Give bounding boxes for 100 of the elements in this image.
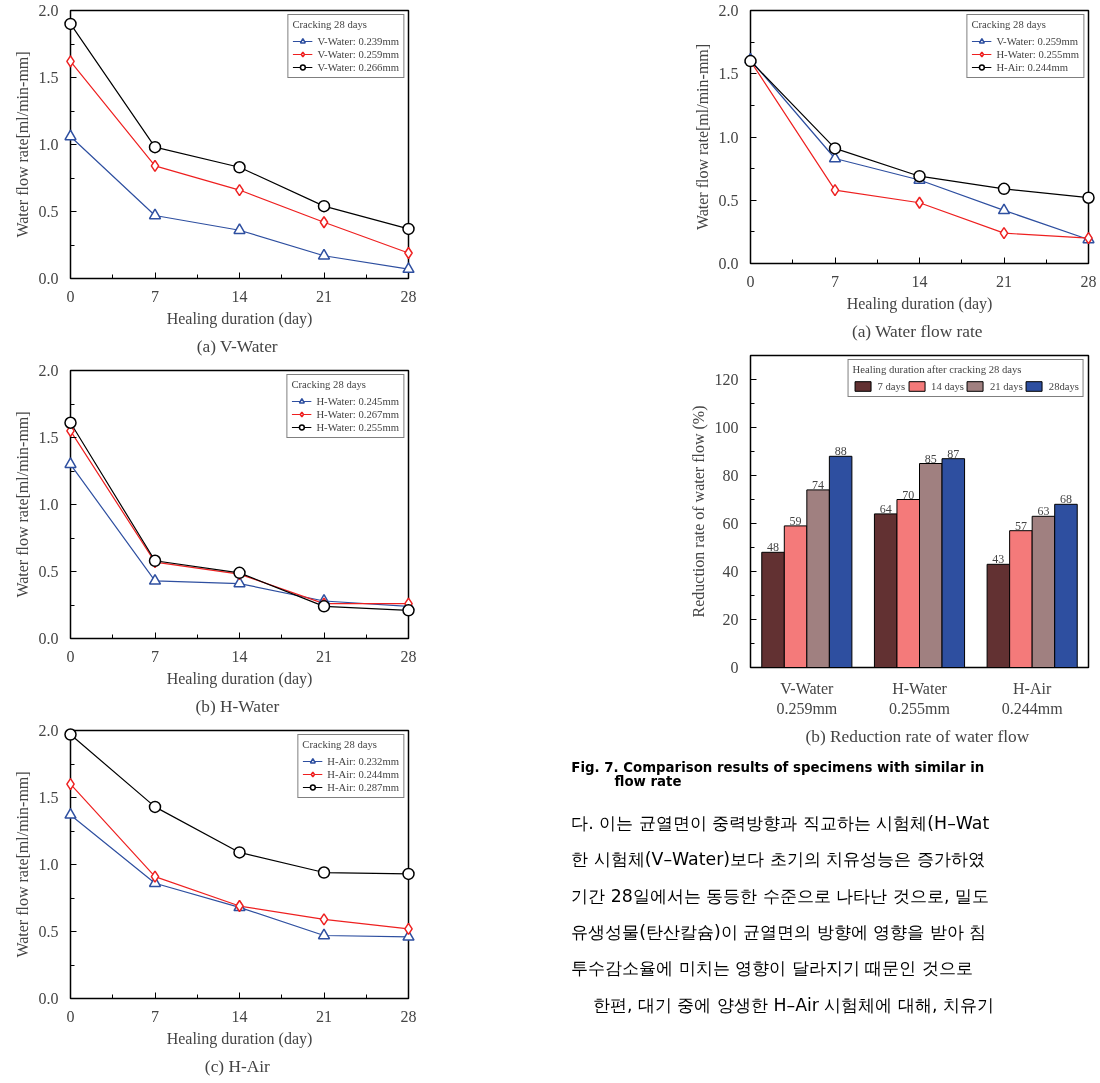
legend-label: V-Water: 0.266mm [317, 61, 399, 73]
x-tick-label: H-Water 0.255mm [889, 679, 951, 717]
y-tick-label: 1.5 [38, 429, 59, 446]
legend-label: 14 days [931, 380, 964, 392]
y-tick-label: 2.0 [38, 362, 59, 379]
y-tick-label: 0.5 [718, 191, 739, 209]
legend-label: H-Air: 0.232mm [327, 755, 399, 767]
y-tick-label: 0.0 [38, 990, 59, 1007]
x-tick-label: V-Water 0.259mm [776, 679, 838, 717]
text: (a) Water flow rate [851, 321, 983, 341]
y-tick-label: 1.0 [38, 856, 59, 873]
x-tick-label: 14 [231, 1007, 248, 1025]
legend-title: Healing duration after cracking 28 days [852, 364, 1023, 375]
data-label: 85 [924, 451, 937, 466]
text: flow rate [614, 774, 682, 790]
y-tick-label: 2.0 [38, 2, 59, 19]
y-tick-label: 120 [714, 371, 739, 388]
data-label: 70 [902, 487, 915, 502]
x-tick-label: 0 [746, 272, 755, 290]
data-label: 74 [812, 477, 825, 492]
y-tick-label: 80 [722, 467, 739, 484]
y-tick-label: 40 [722, 563, 739, 580]
y-tick-label: 1.5 [38, 789, 59, 806]
y-tick-label: 0.0 [718, 255, 739, 272]
data-label: 64 [879, 501, 892, 516]
y-tick-label: 100 [714, 419, 739, 436]
x-tick-label: 7 [151, 1007, 159, 1025]
caption: Fig. 7. Comparison results of specimens with similar in [571, 759, 985, 775]
text: 한 시험체(V–Water)보다 초기의 치유성능은 증가하였 [571, 849, 985, 870]
legend-title: Cracking 28 days [292, 19, 368, 30]
y-tick-label: 0.0 [38, 630, 59, 647]
legend-label: H-Air: 0.244mm [996, 61, 1069, 73]
text: (b) H-Water [195, 696, 280, 716]
x-tick-label: 28 [1080, 272, 1097, 290]
y-axis-title: Water flow rate[ml/min-mm] [13, 411, 31, 598]
legend-label: H-Air: 0.287mm [327, 781, 399, 793]
text: 유생성물(탄산칼슘)이 균열면의 방향에 영향을 받아 침 [571, 922, 987, 942]
y-axis-title: Water flow rate[ml/min-mm] [13, 51, 31, 238]
legend-label: 21 days [989, 380, 1023, 392]
data-label: 88 [834, 444, 847, 459]
legend-title: Cracking 28 days [971, 19, 1047, 30]
y-axis-title: Water flow rate[ml/min-mm] [13, 771, 31, 958]
y-tick-label: 60 [722, 515, 739, 532]
legend-label: H-Water: 0.255mm [996, 48, 1079, 60]
x-tick-label: 7 [151, 647, 159, 665]
legend-label: H-Water: 0.267mm [316, 408, 399, 420]
text: (a) V-Water [196, 336, 278, 356]
y-tick-label: 20 [722, 611, 739, 628]
x-tick-label: 21 [316, 647, 332, 665]
legend-title: Cracking 28 days [291, 379, 367, 390]
data-label: 68 [1059, 492, 1072, 507]
x-tick-label: 28 [400, 1007, 417, 1025]
x-tick-label: 7 [831, 272, 839, 290]
x-tick-label: 14 [231, 647, 248, 665]
data-label: 87 [947, 446, 960, 461]
legend-label: V-Water: 0.259mm [317, 48, 399, 60]
y-tick-label: 0 [730, 659, 739, 676]
x-tick-label: 0 [66, 647, 75, 665]
text: (b) Reduction rate of water flow [805, 726, 1030, 746]
legend-label: V-Water: 0.259mm [996, 35, 1079, 47]
legend-label: V-Water: 0.239mm [317, 35, 399, 47]
x-tick-label: 21 [316, 1007, 332, 1025]
x-axis-title: Healing duration (day) [166, 669, 313, 688]
y-tick-label: 1.0 [38, 136, 59, 153]
x-tick-label: H-Air 0.244mm [1001, 679, 1064, 717]
x-axis-title: Healing duration (day) [166, 1029, 313, 1048]
y-tick-label: 0.0 [38, 270, 59, 287]
x-axis-title: Healing duration (day) [846, 294, 993, 313]
y-tick-label: 2.0 [718, 2, 739, 19]
text: 투수감소율에 미치는 영향이 달라지기 때문인 것으로 [571, 958, 973, 979]
y-tick-label: 0.5 [38, 203, 59, 220]
x-tick-label: 21 [316, 287, 332, 305]
legend-label: 28days [1048, 380, 1079, 392]
x-axis-title: Healing duration (day) [166, 309, 313, 328]
text: 다. 이는 균열면이 중력방향과 직교하는 시험체(H–Wat [571, 813, 990, 834]
y-tick-label: 1.0 [718, 128, 739, 146]
legend-label: H-Air: 0.244mm [327, 768, 399, 780]
legend-label: H-Water: 0.245mm [316, 395, 399, 407]
y-tick-label: 1.0 [38, 496, 59, 513]
data-label: 43 [992, 552, 1005, 567]
y-axis-title: Reduction rate of water flow (%) [689, 405, 708, 618]
y-tick-label: 1.5 [718, 65, 739, 83]
text: (c) H-Air [204, 1056, 271, 1076]
x-tick-label: 28 [400, 287, 417, 305]
legend-title: Cracking 28 days [302, 739, 378, 750]
x-tick-label: 28 [400, 647, 417, 665]
y-tick-label: 1.5 [38, 69, 59, 86]
x-tick-label: 14 [231, 287, 248, 305]
data-label: 63 [1037, 504, 1050, 519]
data-label: 57 [1014, 518, 1027, 533]
x-tick-label: 21 [996, 272, 1012, 290]
legend-label: 7 days [877, 380, 906, 392]
y-tick-label: 0.5 [38, 923, 59, 940]
x-tick-label: 0 [66, 1007, 75, 1025]
x-tick-label: 0 [66, 287, 75, 305]
data-label: 48 [767, 540, 780, 555]
x-tick-label: 7 [151, 287, 159, 305]
y-tick-label: 2.0 [38, 722, 59, 739]
data-label: 59 [789, 513, 802, 528]
y-axis-title: Water flow rate[ml/min-mm] [693, 43, 711, 231]
